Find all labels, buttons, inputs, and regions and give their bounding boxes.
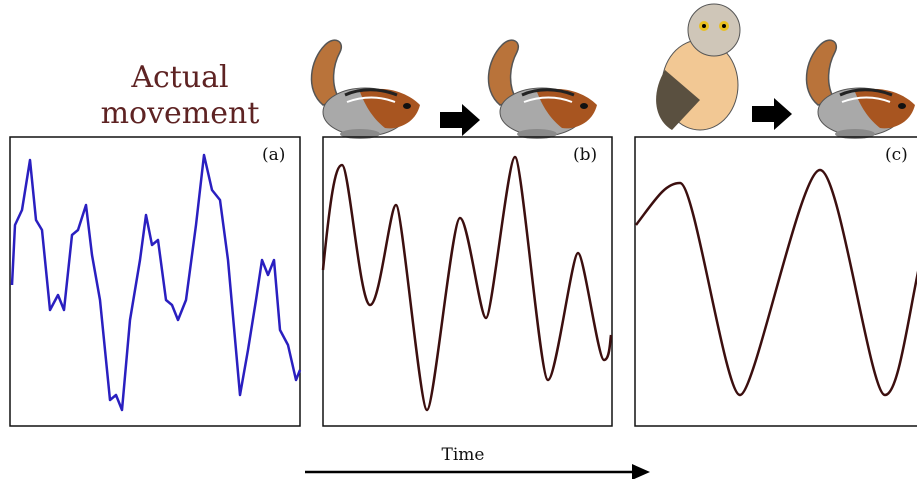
- panel-label: (a): [262, 145, 285, 165]
- panel-label: (c): [885, 145, 908, 165]
- panel-frame: [9, 136, 301, 427]
- chipmunk-icon: [486, 38, 599, 141]
- transition-arrow: [752, 98, 792, 130]
- chipmunk-icon: [804, 38, 917, 141]
- transition-arrow: [440, 104, 480, 136]
- owl-icon: [656, 3, 741, 131]
- filtered-curve: [321, 155, 613, 412]
- panel-frame: [634, 136, 917, 427]
- panel-label: (b): [573, 145, 597, 165]
- movement-curve: [10, 153, 302, 412]
- filtered-curve: [635, 168, 917, 397]
- chipmunk-icon: [309, 38, 422, 141]
- panel-frame: [322, 136, 613, 427]
- axis-label: Time: [442, 445, 485, 465]
- time-arrowhead: [632, 464, 650, 479]
- title: Actual movement: [100, 60, 260, 131]
